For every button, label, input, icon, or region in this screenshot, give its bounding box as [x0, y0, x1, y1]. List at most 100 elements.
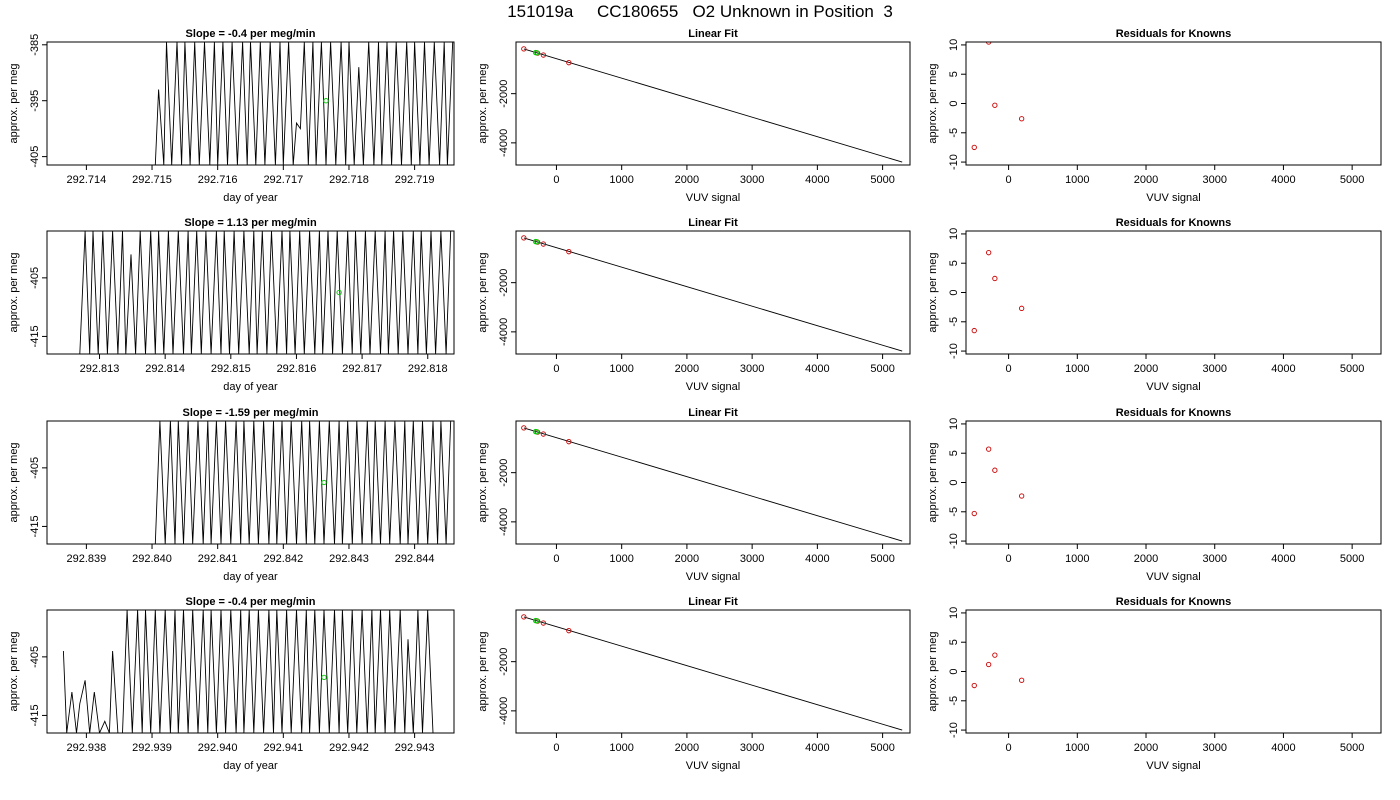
x-tick-label: 292.813: [80, 363, 120, 375]
plot-area: [971, 42, 1025, 151]
y-tick-label: -10: [948, 533, 960, 549]
x-tick-label: 4000: [1271, 363, 1295, 375]
plot-frame: [515, 609, 911, 734]
plot-area: [79, 231, 452, 354]
x-tick-label: 1000: [1065, 174, 1089, 186]
x-tick-label: 292.841: [198, 553, 238, 565]
y-tick-label: -5: [948, 317, 960, 327]
x-tick-label: 0: [1006, 553, 1012, 565]
x-tick-label: 292.939: [132, 742, 172, 754]
plot-frame: [965, 609, 1382, 734]
x-tick-label: 5000: [1340, 174, 1364, 186]
x-tick-label: 292.942: [329, 742, 369, 754]
y-tick-label: -10: [948, 343, 960, 359]
x-tick-label: 3000: [1202, 742, 1226, 754]
known-point: [521, 235, 527, 241]
y-tick-label: -5: [948, 696, 960, 706]
residual-point: [992, 467, 998, 473]
x-axis-label: VUV signal: [686, 381, 740, 393]
y-axis-label: approx. per meg: [927, 63, 939, 143]
panel-3-1: Slope = -1.59 per meg/min 292.839 292.840 2…: [8, 407, 455, 583]
plot-frame: [965, 41, 1382, 166]
panel-4-1: Slope = -0.4 per meg/min 292.938 292.939 29…: [8, 596, 455, 772]
plot-area: [971, 446, 1025, 517]
x-axis-label: day of year: [223, 760, 278, 772]
x-axis-label: VUV signal: [1146, 381, 1200, 393]
x-tick-label: 4000: [805, 553, 829, 565]
plot-area: [521, 614, 903, 731]
data-line: [47, 42, 454, 165]
plot-frame: [515, 41, 911, 166]
residual-point: [992, 652, 998, 658]
plot-frame: [46, 609, 455, 734]
x-tick-label: 4000: [1271, 553, 1295, 565]
y-tick-label: -10: [948, 722, 960, 738]
plot-area: [62, 610, 434, 733]
panel-title: Linear Fit: [688, 596, 738, 608]
plot-area: [47, 42, 454, 165]
x-tick-label: 1000: [1065, 363, 1089, 375]
y-tick-label: 0: [948, 479, 960, 485]
x-tick-label: 0: [1006, 742, 1012, 754]
x-tick-label: 3000: [740, 742, 764, 754]
unknown-point: [534, 239, 540, 245]
x-tick-label: 292.716: [198, 174, 238, 186]
y-tick-label: -405: [29, 457, 41, 479]
data-line: [79, 231, 452, 354]
plot-frame: [46, 41, 455, 166]
residual-point: [971, 510, 977, 517]
panel-title: Linear Fit: [688, 28, 738, 40]
y-tick-label: -10: [948, 154, 960, 170]
x-tick-label: 3000: [740, 363, 764, 375]
y-axis-label: approx. per meg: [8, 63, 20, 143]
x-tick-label: 3000: [740, 553, 764, 565]
unknown-marker: [321, 674, 327, 681]
x-tick-label: 292.815: [211, 363, 251, 375]
y-tick-label: -4000: [498, 129, 510, 157]
y-tick-label: -4000: [498, 318, 510, 346]
panel-1-2: Linear Fit 0 1000 2000 3000 4000 5000 -2000 -400…: [477, 28, 911, 204]
y-tick-label: -2000: [498, 80, 510, 108]
y-tick-label: 0: [948, 668, 960, 674]
y-tick-label: -5: [948, 507, 960, 517]
residual-point: [992, 102, 998, 108]
y-axis-label: approx. per meg: [477, 442, 489, 522]
y-axis-label: approx. per meg: [927, 252, 939, 332]
x-tick-label: 2000: [675, 742, 699, 754]
residual-point: [992, 275, 998, 282]
panel-4-2: Linear Fit 0 1000 2000 3000 4000 5000 -2000 -400…: [477, 596, 911, 772]
panel-title: Residuals for Knowns: [1116, 28, 1232, 40]
x-axis-label: VUV signal: [1146, 192, 1200, 204]
x-tick-label: 1000: [1065, 553, 1089, 565]
known-point: [540, 620, 547, 626]
x-tick-label: 292.940: [198, 742, 238, 754]
y-tick-label: -4000: [498, 697, 510, 725]
panel-title: Slope = 1.13 per meg/min: [184, 217, 317, 229]
residual-point: [986, 446, 992, 452]
known-point: [566, 60, 572, 66]
x-tick-label: 5000: [870, 742, 894, 754]
y-axis-label: approx. per meg: [8, 631, 20, 711]
x-tick-label: 5000: [1340, 742, 1364, 754]
x-axis-label: VUV signal: [686, 571, 740, 583]
x-axis-label: VUV signal: [686, 760, 740, 772]
y-tick-label: 0: [948, 100, 960, 106]
x-tick-label: 4000: [805, 742, 829, 754]
x-tick-label: 0: [553, 174, 559, 186]
y-tick-label: -4000: [498, 508, 510, 536]
plot-frame: [965, 230, 1382, 355]
y-tick-label: -405: [29, 646, 41, 668]
y-tick-label: -2000: [498, 269, 510, 297]
x-tick-label: 292.840: [132, 553, 172, 565]
residual-point: [971, 144, 977, 151]
x-tick-label: 4000: [805, 363, 829, 375]
x-tick-label: 292.843: [329, 553, 369, 565]
residual-point: [1019, 677, 1025, 683]
residual-point: [971, 682, 977, 689]
plot-area: [521, 46, 903, 163]
x-tick-label: 292.817: [342, 363, 382, 375]
known-point: [566, 628, 572, 634]
fit-line: [523, 616, 903, 731]
x-tick-label: 5000: [870, 174, 894, 186]
x-tick-label: 292.844: [395, 553, 435, 565]
